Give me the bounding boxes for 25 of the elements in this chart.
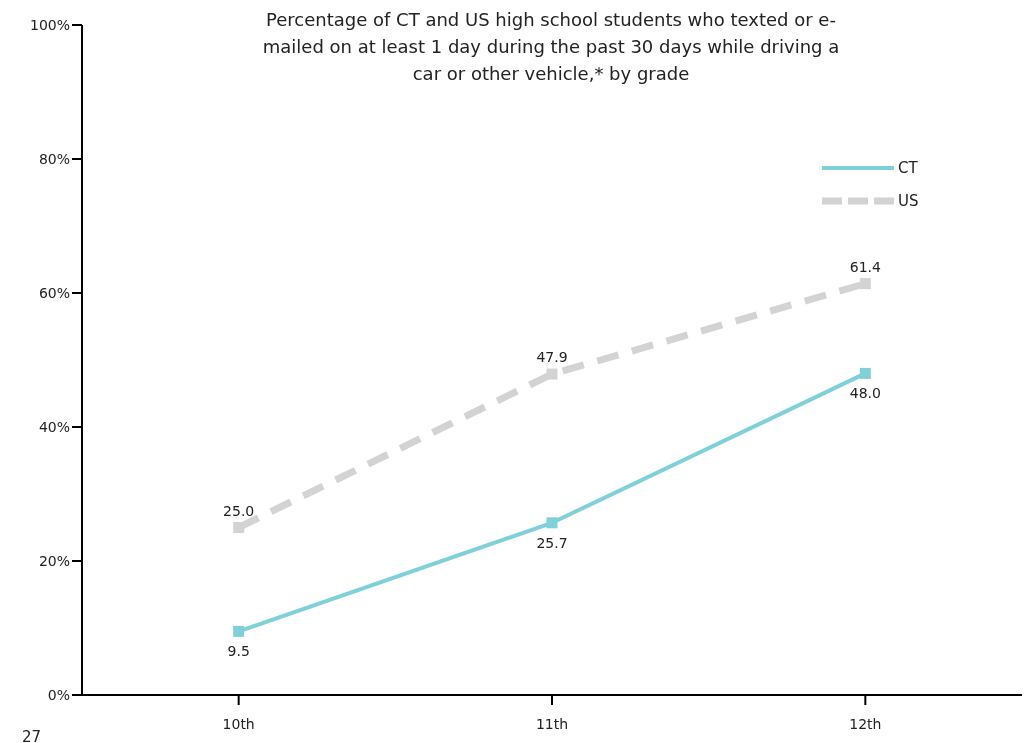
x-tick-label: 10th [222, 715, 255, 732]
y-tick-label: 100% [29, 16, 70, 33]
y-tick-label: 40% [38, 418, 70, 435]
data-label: 25.0 [223, 502, 255, 519]
y-tick-label: 80% [38, 150, 70, 167]
legend-label: CT [898, 157, 918, 179]
x-tick-label: 12th [849, 715, 882, 732]
y-tick-label: 0% [47, 686, 70, 703]
data-label: 25.7 [536, 534, 568, 551]
point [233, 625, 245, 637]
point [233, 522, 245, 533]
data-label: 9.5 [227, 643, 250, 660]
point [546, 517, 558, 529]
data-label: 48.0 [849, 385, 881, 402]
text: Percentage of CT and US high school students who texted or e-mailed on at least 1 day during the past 30 days while driving a car or other vehicle,* by grade [261, 8, 841, 86]
data-label: 61.4 [849, 258, 882, 275]
text: 27 [22, 728, 42, 743]
point [859, 367, 871, 379]
x-tick-label: 11th [535, 715, 569, 732]
y-tick-label: 20% [38, 552, 70, 569]
y-tick-label: 60% [38, 284, 70, 301]
point [546, 368, 558, 380]
point [859, 278, 871, 290]
legend-label: US [898, 190, 919, 212]
data-label: 47.9 [536, 349, 568, 366]
